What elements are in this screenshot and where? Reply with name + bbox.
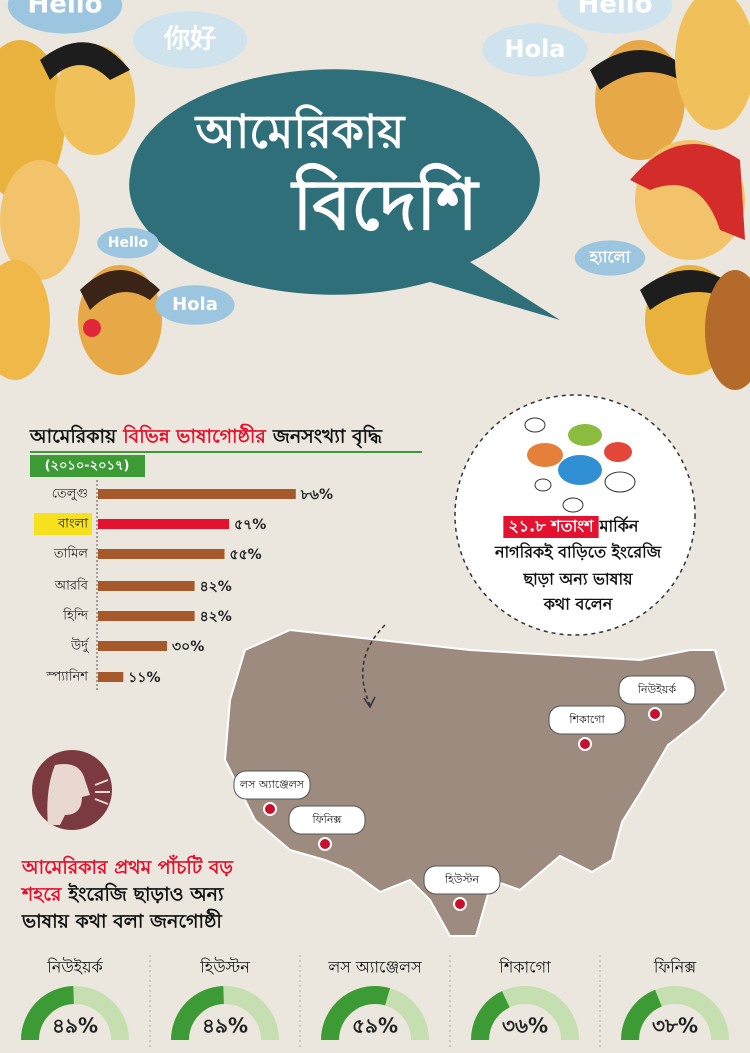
bar xyxy=(98,672,124,682)
greeting-text: Hola xyxy=(505,35,566,63)
city-pin xyxy=(453,897,467,911)
greeting-bubble xyxy=(574,240,646,276)
gauge-value: ৩৮% xyxy=(652,1014,698,1038)
title-bubble xyxy=(129,69,561,320)
city-label: ফিনিক্স xyxy=(312,813,343,826)
category-label: তামিল xyxy=(53,546,88,562)
city-label: হিউস্টন xyxy=(444,873,479,886)
greeting-bubble xyxy=(7,0,123,34)
category-label: আরবি xyxy=(54,578,89,594)
gauge-arc xyxy=(621,989,663,1041)
subtitle-box xyxy=(30,455,145,477)
section-text: শহরে xyxy=(20,884,63,906)
gauge-city: ফিনিক্স xyxy=(653,958,696,977)
greeting-bubble xyxy=(97,227,159,259)
section-text: আমেরিকার প্রথম পাঁচটি বড় xyxy=(21,855,234,879)
gauge-city: নিউইয়র্ক xyxy=(46,958,103,977)
gauge-arc xyxy=(21,986,75,1041)
callout-text: মার্কিন xyxy=(599,516,640,536)
bar xyxy=(98,581,195,591)
value-label: ৪২% xyxy=(200,579,232,595)
greeting-bubble xyxy=(482,23,588,77)
bar xyxy=(98,489,296,499)
bar xyxy=(98,549,225,559)
section-text: ইংরেজি ছাড়াও অন্য xyxy=(67,883,225,906)
value-label: ৪২% xyxy=(200,609,232,625)
category-label: তেলুগু xyxy=(52,487,88,502)
category-label: স্প্যানিশ xyxy=(45,669,88,685)
city-bubble xyxy=(423,865,501,895)
gauge-city: লস অ্যাঞ্জেলস xyxy=(327,958,422,977)
greeting-text: Hello xyxy=(577,0,652,20)
value-label: ৮৬% xyxy=(300,487,333,503)
gauge-arc xyxy=(321,986,391,1041)
gauge-value: ৩৬% xyxy=(502,1014,548,1038)
callout-text: কথা বলেন xyxy=(543,595,614,614)
city-label: লস অ্যাঞ্জেলস xyxy=(239,778,305,791)
gauge-value: ৪৯% xyxy=(52,1014,98,1038)
gauge-row: নিউইয়র্ক ৪৯% হিউস্টন ৪৯% লস অ্যাঞ্জেলস ৫৯% শি… xyxy=(21,955,729,1050)
callout-arrow xyxy=(362,624,386,706)
city-pin xyxy=(578,737,592,751)
value-label: ৫৫% xyxy=(230,547,262,563)
city-bubble xyxy=(548,705,626,735)
bar xyxy=(98,611,195,621)
city-pin xyxy=(648,707,662,721)
city-bubble xyxy=(288,805,366,835)
title-line1: আমেরিকায় xyxy=(194,104,407,159)
greeting-text: Hello xyxy=(108,235,149,251)
section-text: ভাষায় কথা বলা জনগোষ্ঠী xyxy=(21,909,223,933)
category-highlight xyxy=(34,513,92,535)
greeting-bubble xyxy=(557,0,673,34)
bar xyxy=(98,519,230,529)
chart-title: বিভিন্ন ভাষাগোষ্ঠীর xyxy=(122,424,267,448)
callout-text: নাগরিকই বাড়িতে ইংরেজি xyxy=(494,542,662,562)
gauge-arc xyxy=(471,991,511,1041)
greeting-bubble xyxy=(132,11,248,69)
speaker-waves xyxy=(94,779,110,805)
bar xyxy=(98,641,167,651)
title-line2: বিদেশি xyxy=(290,162,480,246)
gauge-city: হিউস্টন xyxy=(199,958,250,977)
greeting-text: 你好 xyxy=(163,25,216,55)
chart-title: জনসংখ্যা বৃদ্ধি xyxy=(272,425,383,449)
bar-chart: তেলুগু ৮৬% বাংলা ৫৭% তামিল ৫৫% আরবি ৪২% হিন্দি ৪২… xyxy=(34,487,333,686)
callout-circle xyxy=(454,394,696,636)
greeting-bubble xyxy=(155,285,235,325)
city-label: শিকাগো xyxy=(568,713,605,726)
callout-highlight: ২১.৮ শতাংশ xyxy=(508,517,594,536)
city-bubble xyxy=(233,770,311,800)
chart-subtitle: (২০১০-২০১৭) xyxy=(45,459,130,474)
greeting-text: Hola xyxy=(172,294,218,315)
city-bubble xyxy=(618,675,696,705)
gauge-city: শিকাগো xyxy=(498,958,551,977)
callout-text: ছাড়া অন্য ভাষায় xyxy=(522,570,633,589)
speaker-head xyxy=(47,764,90,825)
city-markers: নিউইয়র্ক শিকাগো লস অ্যাঞ্জেলস ফিনিক্স হিউস্… xyxy=(233,675,696,911)
gauge-value: ৫৯% xyxy=(352,1014,398,1038)
category-label: বাংলা xyxy=(57,517,88,532)
value-label: ৩০% xyxy=(172,639,204,655)
city-pin xyxy=(318,837,332,851)
gauge-value: ৪৯% xyxy=(202,1014,248,1038)
category-label: উর্দু xyxy=(70,638,90,654)
city-pin xyxy=(263,802,277,816)
greeting-text: হ্যালো xyxy=(589,248,632,267)
greeting-text: Hello xyxy=(27,0,102,20)
callout-highlight-box xyxy=(503,516,599,538)
category-label: হিন্দি xyxy=(62,608,88,624)
value-label: ৫৭% xyxy=(234,517,266,533)
chart-title: আমেরিকায় xyxy=(29,425,117,448)
faces xyxy=(0,0,750,390)
chat-icons xyxy=(524,417,636,513)
city-label: নিউইয়র্ক xyxy=(637,683,676,696)
callout-arrowhead xyxy=(363,696,376,709)
value-label: ১১% xyxy=(128,670,160,686)
greeting-bubbles: Hello 你好 Hola Hello Hola হ্যালো Hello xyxy=(7,0,673,325)
gauge-arc xyxy=(171,986,225,1041)
